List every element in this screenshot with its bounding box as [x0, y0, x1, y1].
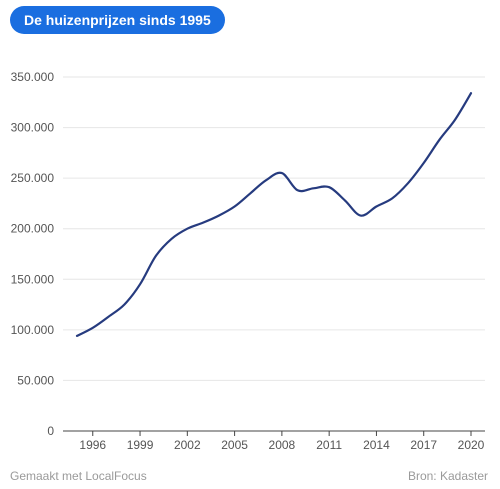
x-tick-label: 2011	[316, 438, 342, 452]
x-tick-label: 2008	[269, 438, 296, 452]
y-tick-label: 350.000	[11, 70, 55, 84]
x-tick-label: 2014	[363, 438, 390, 452]
x-tick-label: 1996	[79, 438, 106, 452]
y-tick-label: 100.000	[11, 323, 55, 337]
x-tick-label: 2002	[174, 438, 201, 452]
x-tick-label: 2020	[458, 438, 485, 452]
y-tick-label: 50.000	[17, 373, 54, 387]
x-tick-label: 2017	[410, 438, 437, 452]
source-credit: Bron: Kadaster	[407, 469, 488, 483]
x-tick-label: 2005	[221, 438, 248, 452]
y-tick-label: 250.000	[11, 171, 55, 185]
x-tick-label: 1999	[127, 438, 154, 452]
y-tick-label: 200.000	[11, 222, 55, 236]
y-tick-label: 0	[47, 424, 54, 438]
y-tick-label: 300.000	[11, 121, 55, 135]
y-tick-label: 150.000	[11, 272, 55, 286]
made-with-credit[interactable]: Gemaakt met LocalFocus	[10, 469, 147, 483]
series-line	[75, 92, 473, 337]
chart-title-badge: De huizenprijzen sinds 1995	[10, 6, 225, 34]
